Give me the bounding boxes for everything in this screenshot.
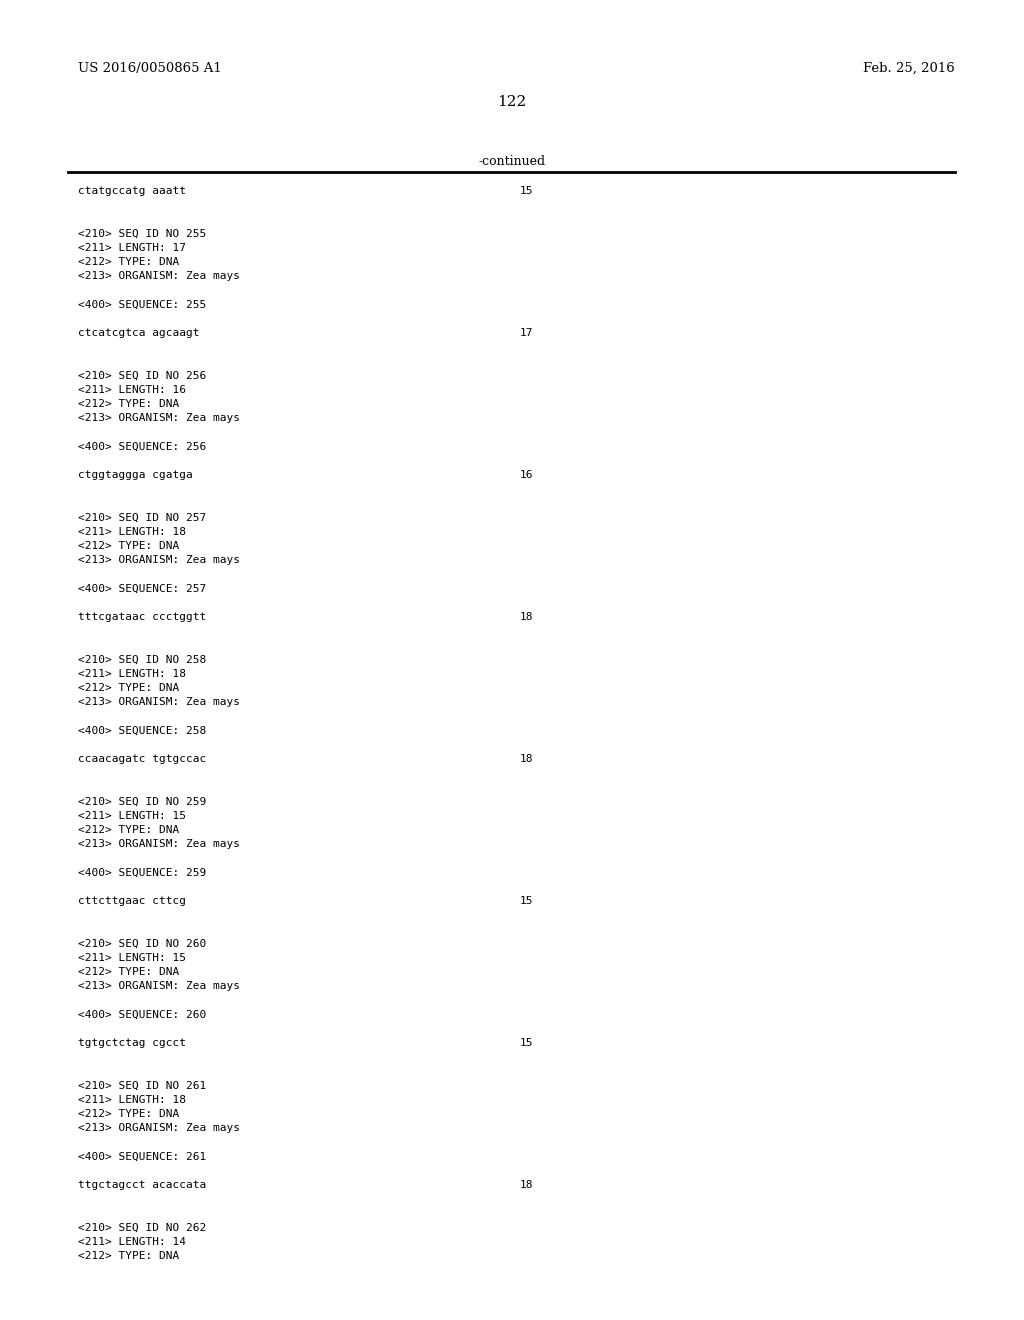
Text: <212> TYPE: DNA: <212> TYPE: DNA — [78, 825, 179, 836]
Text: <213> ORGANISM: Zea mays: <213> ORGANISM: Zea mays — [78, 413, 240, 424]
Text: <210> SEQ ID NO 259: <210> SEQ ID NO 259 — [78, 796, 206, 807]
Text: <400> SEQUENCE: 258: <400> SEQUENCE: 258 — [78, 726, 206, 735]
Text: <400> SEQUENCE: 255: <400> SEQUENCE: 255 — [78, 300, 206, 310]
Text: 15: 15 — [520, 1038, 534, 1048]
Text: 18: 18 — [520, 1180, 534, 1191]
Text: <400> SEQUENCE: 260: <400> SEQUENCE: 260 — [78, 1010, 206, 1019]
Text: ctggtaggga cgatga: ctggtaggga cgatga — [78, 470, 193, 480]
Text: <211> LENGTH: 18: <211> LENGTH: 18 — [78, 669, 186, 678]
Text: <210> SEQ ID NO 260: <210> SEQ ID NO 260 — [78, 939, 206, 949]
Text: 17: 17 — [520, 327, 534, 338]
Text: 15: 15 — [520, 896, 534, 906]
Text: <210> SEQ ID NO 261: <210> SEQ ID NO 261 — [78, 1081, 206, 1090]
Text: cttcttgaac cttcg: cttcttgaac cttcg — [78, 896, 186, 906]
Text: <211> LENGTH: 15: <211> LENGTH: 15 — [78, 953, 186, 962]
Text: -continued: -continued — [478, 154, 546, 168]
Text: 16: 16 — [520, 470, 534, 480]
Text: tttcgataac ccctggtt: tttcgataac ccctggtt — [78, 612, 206, 622]
Text: 18: 18 — [520, 612, 534, 622]
Text: 15: 15 — [520, 186, 534, 195]
Text: <211> LENGTH: 15: <211> LENGTH: 15 — [78, 810, 186, 821]
Text: <400> SEQUENCE: 261: <400> SEQUENCE: 261 — [78, 1151, 206, 1162]
Text: 18: 18 — [520, 754, 534, 764]
Text: ttgctagcct acaccata: ttgctagcct acaccata — [78, 1180, 206, 1191]
Text: 122: 122 — [498, 95, 526, 110]
Text: <211> LENGTH: 18: <211> LENGTH: 18 — [78, 527, 186, 537]
Text: <213> ORGANISM: Zea mays: <213> ORGANISM: Zea mays — [78, 556, 240, 565]
Text: <211> LENGTH: 16: <211> LENGTH: 16 — [78, 385, 186, 395]
Text: <400> SEQUENCE: 256: <400> SEQUENCE: 256 — [78, 442, 206, 451]
Text: <212> TYPE: DNA: <212> TYPE: DNA — [78, 968, 179, 977]
Text: <210> SEQ ID NO 256: <210> SEQ ID NO 256 — [78, 371, 206, 380]
Text: tgtgctctag cgcct: tgtgctctag cgcct — [78, 1038, 186, 1048]
Text: <213> ORGANISM: Zea mays: <213> ORGANISM: Zea mays — [78, 271, 240, 281]
Text: ctcatcgtca agcaagt: ctcatcgtca agcaagt — [78, 327, 200, 338]
Text: ccaacagatc tgtgccac: ccaacagatc tgtgccac — [78, 754, 206, 764]
Text: <210> SEQ ID NO 255: <210> SEQ ID NO 255 — [78, 228, 206, 239]
Text: <212> TYPE: DNA: <212> TYPE: DNA — [78, 1109, 179, 1119]
Text: <212> TYPE: DNA: <212> TYPE: DNA — [78, 399, 179, 409]
Text: <213> ORGANISM: Zea mays: <213> ORGANISM: Zea mays — [78, 1123, 240, 1133]
Text: <213> ORGANISM: Zea mays: <213> ORGANISM: Zea mays — [78, 697, 240, 708]
Text: <212> TYPE: DNA: <212> TYPE: DNA — [78, 1251, 179, 1261]
Text: ctatgccatg aaatt: ctatgccatg aaatt — [78, 186, 186, 195]
Text: US 2016/0050865 A1: US 2016/0050865 A1 — [78, 62, 222, 75]
Text: <400> SEQUENCE: 257: <400> SEQUENCE: 257 — [78, 583, 206, 594]
Text: <210> SEQ ID NO 262: <210> SEQ ID NO 262 — [78, 1222, 206, 1233]
Text: <213> ORGANISM: Zea mays: <213> ORGANISM: Zea mays — [78, 981, 240, 991]
Text: <212> TYPE: DNA: <212> TYPE: DNA — [78, 257, 179, 267]
Text: <400> SEQUENCE: 259: <400> SEQUENCE: 259 — [78, 867, 206, 878]
Text: <210> SEQ ID NO 257: <210> SEQ ID NO 257 — [78, 512, 206, 523]
Text: <212> TYPE: DNA: <212> TYPE: DNA — [78, 682, 179, 693]
Text: <212> TYPE: DNA: <212> TYPE: DNA — [78, 541, 179, 550]
Text: <210> SEQ ID NO 258: <210> SEQ ID NO 258 — [78, 655, 206, 664]
Text: <211> LENGTH: 14: <211> LENGTH: 14 — [78, 1237, 186, 1247]
Text: <213> ORGANISM: Zea mays: <213> ORGANISM: Zea mays — [78, 840, 240, 849]
Text: Feb. 25, 2016: Feb. 25, 2016 — [863, 62, 955, 75]
Text: <211> LENGTH: 17: <211> LENGTH: 17 — [78, 243, 186, 253]
Text: <211> LENGTH: 18: <211> LENGTH: 18 — [78, 1094, 186, 1105]
